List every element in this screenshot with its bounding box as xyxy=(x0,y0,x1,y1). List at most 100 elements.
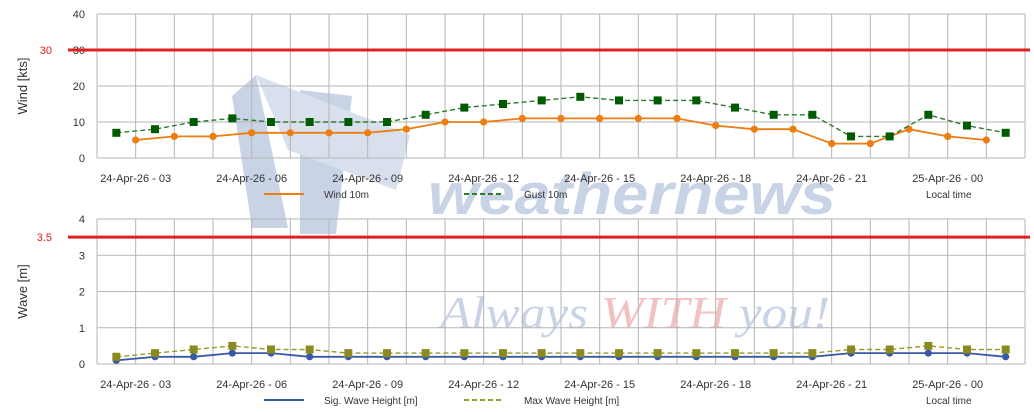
data-point-marker xyxy=(596,114,604,122)
data-point-marker xyxy=(808,110,817,119)
data-point-marker xyxy=(634,114,642,122)
wni-logo-icon xyxy=(232,75,410,234)
data-point-marker xyxy=(769,110,778,119)
x-tick-label: 24-Apr-26 - 18 xyxy=(680,173,751,185)
y-tick-label: 4 xyxy=(79,214,85,226)
data-point-marker xyxy=(132,136,140,144)
data-point-marker xyxy=(615,96,623,105)
data-point-marker xyxy=(963,345,971,354)
data-point-marker xyxy=(499,100,507,108)
data-point-marker xyxy=(615,349,623,358)
x-tick-label: 24-Apr-26 - 06 xyxy=(216,379,287,391)
y-tick-label: 40 xyxy=(73,9,85,21)
data-point-marker xyxy=(808,349,817,358)
x-tick-label: 24-Apr-26 - 15 xyxy=(564,379,635,391)
threshold-label: 3.5 xyxy=(37,232,52,244)
data-point-marker xyxy=(344,118,353,126)
legend-note-local-time: Local time xyxy=(926,396,972,407)
data-point-marker xyxy=(847,345,855,354)
y-tick-label: 0 xyxy=(79,153,85,165)
data-point-marker xyxy=(383,118,391,126)
watermark-slogan-part3: you! xyxy=(726,287,830,338)
data-point-marker xyxy=(885,132,894,141)
data-point-marker xyxy=(963,121,971,130)
y-axis-label: Wave [m] xyxy=(15,264,30,318)
x-tick-label: 24-Apr-26 - 03 xyxy=(100,379,171,391)
data-point-marker xyxy=(653,96,662,105)
x-tick-label: 24-Apr-26 - 03 xyxy=(100,173,171,185)
data-point-marker xyxy=(151,125,159,134)
x-tick-label: 24-Apr-26 - 21 xyxy=(796,379,867,391)
data-point-marker xyxy=(248,129,256,137)
data-point-marker xyxy=(692,96,701,105)
data-point-marker xyxy=(731,349,739,358)
data-point-marker xyxy=(924,110,933,119)
data-point-marker xyxy=(692,349,701,358)
data-point-marker xyxy=(460,103,469,112)
data-point-marker xyxy=(557,114,565,122)
data-point-marker xyxy=(480,118,488,126)
data-point-marker xyxy=(712,122,720,130)
series-line-1 xyxy=(116,352,1006,362)
data-point-marker xyxy=(885,345,894,354)
data-point-marker xyxy=(769,349,778,358)
data-point-marker xyxy=(228,349,236,357)
data-point-marker xyxy=(421,110,430,119)
y-tick-label: 1 xyxy=(79,323,85,335)
data-point-marker xyxy=(518,114,526,122)
data-point-marker xyxy=(286,129,294,137)
data-point-marker xyxy=(982,136,990,144)
data-point-marker xyxy=(499,349,507,358)
x-tick-label: 24-Apr-26 - 09 xyxy=(332,379,403,391)
data-point-marker xyxy=(267,345,275,354)
legend-label: Sig. Wave Height [m] xyxy=(324,396,418,407)
data-point-marker xyxy=(421,349,430,358)
y-axis-label: Wind [kts] xyxy=(15,57,30,114)
data-point-marker xyxy=(189,345,198,354)
watermark-slogan-part1: Always xyxy=(437,287,601,338)
data-point-marker xyxy=(267,118,275,126)
watermark: weathernews Always WITH you! xyxy=(232,75,836,338)
data-point-marker xyxy=(653,349,662,358)
data-point-marker xyxy=(789,125,797,133)
data-point-marker xyxy=(537,349,546,358)
wave-chart: 0 1 2 3 4 24-Apr-26 - 03 24-Apr-26 - 06 24-Apr-… xyxy=(15,214,1030,407)
y-tick-label: 20 xyxy=(73,81,85,93)
x-tick-label: 24-Apr-26 - 15 xyxy=(564,173,635,185)
x-tick-label: 24-Apr-26 - 18 xyxy=(680,379,751,391)
data-point-marker xyxy=(228,341,237,350)
x-tick-label: 24-Apr-26 - 21 xyxy=(796,173,867,185)
y-tick-label: 0 xyxy=(79,359,85,371)
data-point-marker xyxy=(944,132,952,140)
data-point-marker xyxy=(306,353,314,361)
y-tick-label: 10 xyxy=(73,117,85,129)
data-point-marker xyxy=(364,129,372,137)
data-point-marker xyxy=(924,341,933,350)
data-point-marker xyxy=(460,349,469,358)
data-point-marker xyxy=(924,349,932,357)
x-tick-label: 24-Apr-26 - 12 xyxy=(448,379,519,391)
data-point-marker xyxy=(866,140,874,148)
y-tick-label: 3 xyxy=(79,250,85,262)
data-point-marker xyxy=(305,345,314,354)
legend-label: Gust 10m xyxy=(524,190,567,201)
data-point-marker xyxy=(828,140,836,148)
x-tick-label: 24-Apr-26 - 12 xyxy=(448,173,519,185)
data-point-marker xyxy=(847,132,855,141)
data-point-marker xyxy=(750,125,758,133)
watermark-slogan-part2: WITH xyxy=(601,287,729,338)
x-tick-label: 25-Apr-26 - 00 xyxy=(912,379,983,391)
data-point-marker xyxy=(1001,345,1010,354)
threshold-label: 30 xyxy=(40,45,52,57)
legend-label: Max Wave Height [m] xyxy=(524,396,619,407)
series-line-2 xyxy=(116,345,1006,358)
x-tick-label: 24-Apr-26 - 09 xyxy=(332,173,403,185)
x-tick-label: 25-Apr-26 - 00 xyxy=(912,173,983,185)
data-point-marker xyxy=(305,118,314,126)
data-point-marker xyxy=(537,96,546,105)
data-point-marker xyxy=(402,125,410,133)
data-point-marker xyxy=(228,114,237,123)
x-tick-label: 24-Apr-26 - 06 xyxy=(216,173,287,185)
data-point-marker xyxy=(190,353,198,361)
data-point-marker xyxy=(576,349,585,358)
